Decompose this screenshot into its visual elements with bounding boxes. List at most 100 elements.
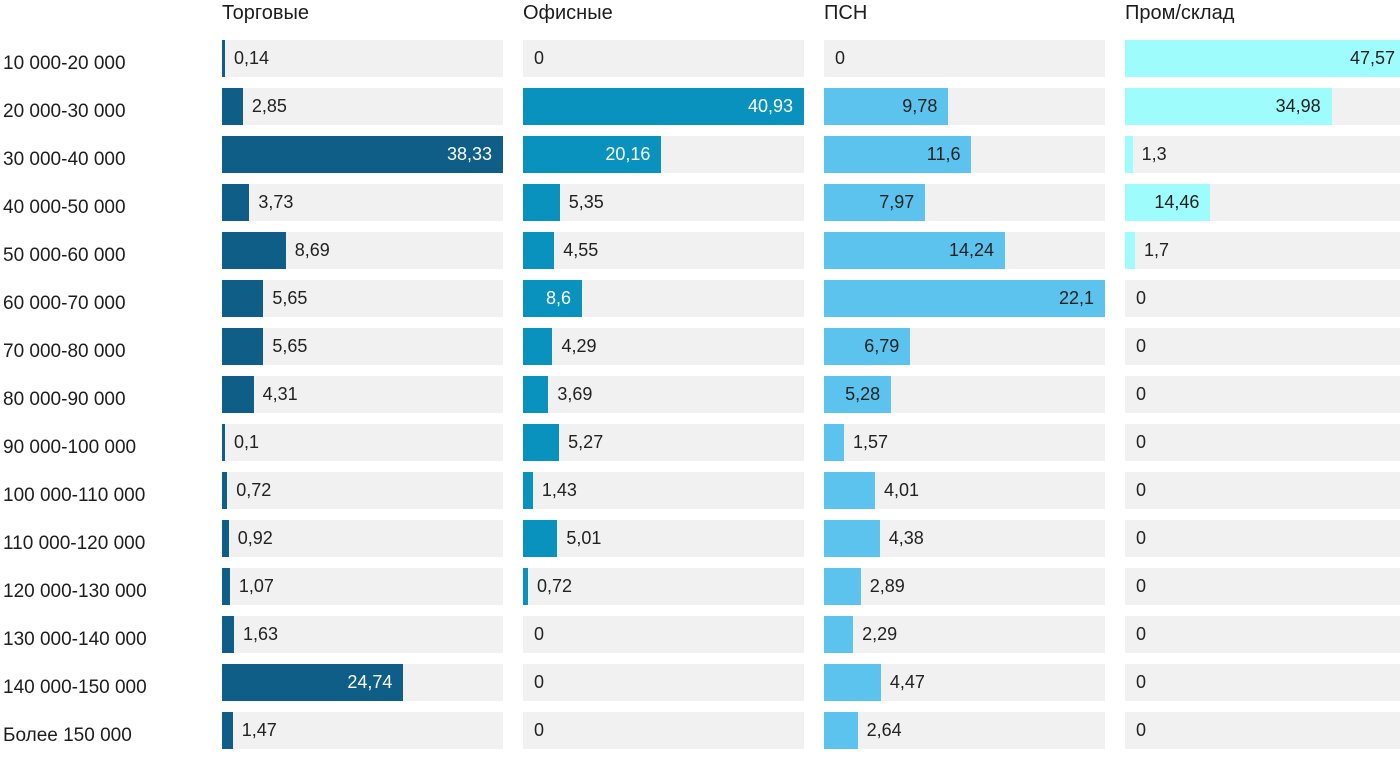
value-label: 5,28	[845, 384, 881, 404]
bar	[222, 280, 264, 317]
chart-row: 60 000-70 000 5,65 8,6 22,1 0	[0, 280, 1400, 328]
value-label: 0	[1136, 384, 1147, 404]
value-label: 5,65	[272, 336, 308, 356]
bar	[222, 136, 503, 173]
bar-track: 1,47	[222, 712, 503, 749]
bar-track: 0	[1125, 424, 1400, 461]
value-label: 0	[534, 672, 545, 692]
value-label: 38,33	[446, 144, 492, 164]
chart-row: 70 000-80 000 5,65 4,29 6,79 0	[0, 328, 1400, 376]
bar	[222, 424, 225, 461]
chart-row: 40 000-50 000 3,73 5,35 7,97 14,46	[0, 184, 1400, 232]
bar-track: 0	[824, 40, 1105, 77]
bar-track: 0	[1125, 280, 1400, 317]
bar-track: 5,28	[824, 376, 1105, 413]
bar	[824, 664, 881, 701]
chart-row: 120 000-130 000 1,07 0,72 2,89 0	[0, 568, 1400, 616]
bar	[1125, 136, 1133, 173]
bar	[824, 136, 972, 173]
bar-track: 8,69	[222, 232, 503, 269]
bar	[824, 280, 1105, 317]
bar-track: 5,35	[523, 184, 804, 221]
chart-row: 80 000-90 000 4,31 3,69 5,28 0	[0, 376, 1400, 424]
bar-track: 2,85	[222, 88, 503, 125]
value-label: 14,24	[949, 240, 995, 260]
column-header-psn: ПСН	[824, 2, 868, 24]
bar	[222, 232, 286, 269]
value-label: 7,97	[879, 192, 915, 212]
bar-track: 0	[1125, 328, 1400, 365]
bar-track: 0	[523, 664, 804, 701]
bar	[523, 328, 553, 365]
bar-track: 4,38	[824, 520, 1105, 557]
bar-track: 4,01	[824, 472, 1105, 509]
bar-track: 0	[523, 40, 804, 77]
bar-track: 0	[1125, 520, 1400, 557]
category-label: 40 000-50 000	[3, 197, 126, 218]
bar-track: 0	[523, 712, 804, 749]
category-label: 110 000-120 000	[3, 533, 146, 554]
bar-track: 1,57	[824, 424, 1105, 461]
bar-track: 3,73	[222, 184, 503, 221]
bar	[222, 184, 250, 221]
value-label: 1,7	[1144, 240, 1170, 260]
bar	[222, 88, 243, 125]
value-label: 11,6	[926, 144, 961, 164]
value-label: 0	[1136, 480, 1147, 500]
value-label: 4,31	[262, 384, 298, 404]
value-label: 6,79	[864, 336, 900, 356]
value-label: 24,74	[347, 672, 393, 692]
bar	[222, 472, 228, 509]
value-label: 3,69	[557, 384, 593, 404]
value-label: 4,55	[563, 240, 599, 260]
value-label: 2,64	[866, 720, 902, 740]
value-label: 0	[534, 624, 545, 644]
value-label: 47,57	[1349, 48, 1395, 68]
bar-track: 4,31	[222, 376, 503, 413]
bar-track: 24,74	[222, 664, 503, 701]
bar	[523, 232, 555, 269]
chart-row: 100 000-110 000 0,72 1,43 4,01 0	[0, 472, 1400, 520]
value-label: 5,27	[568, 432, 604, 452]
bar-track: 0	[1125, 472, 1400, 509]
value-label: 40,93	[747, 96, 793, 116]
bar-track: 5,65	[222, 328, 503, 365]
value-label: 2,89	[869, 576, 905, 596]
value-label: 4,38	[888, 528, 924, 548]
bar	[523, 568, 528, 605]
bar	[824, 184, 926, 221]
value-label: 0	[1136, 624, 1147, 644]
category-label: 30 000-40 000	[3, 149, 126, 170]
bar-track: 0,14	[222, 40, 503, 77]
chart-row: 110 000-120 000 0,92 5,01 4,38 0	[0, 520, 1400, 568]
bar-track: 0	[1125, 376, 1400, 413]
bar-track: 14,46	[1125, 184, 1400, 221]
value-label: 1,07	[238, 576, 274, 596]
bar	[222, 520, 229, 557]
value-label: 5,01	[566, 528, 602, 548]
bar-track: 22,1	[824, 280, 1105, 317]
value-label: 8,6	[546, 288, 572, 308]
bar-track: 6,79	[824, 328, 1105, 365]
value-label: 1,57	[852, 432, 888, 452]
value-label: 0	[534, 48, 545, 68]
value-label: 20,16	[605, 144, 651, 164]
bar-track: 20,16	[523, 136, 804, 173]
bar	[824, 472, 875, 509]
bar-track: 0	[1125, 616, 1400, 653]
bar-track: 1,3	[1125, 136, 1400, 173]
bar	[523, 136, 662, 173]
bar	[1125, 184, 1211, 221]
bar-track: 1,63	[222, 616, 503, 653]
chart-row: 10 000-20 000 0,14 0 0 47,57	[0, 40, 1400, 88]
bar	[824, 568, 861, 605]
chart-row: 90 000-100 000 0,1 5,27 1,57 0	[0, 424, 1400, 472]
chart-rows: 10 000-20 000 0,14 0 0 47,57 20 000-30 000 2,8…	[0, 40, 1400, 760]
value-label: 1,3	[1141, 144, 1167, 164]
value-label: 0	[1136, 288, 1147, 308]
bar-track: 8,6	[523, 280, 804, 317]
category-label: 100 000-110 000	[3, 485, 146, 506]
category-label: 60 000-70 000	[3, 293, 126, 314]
column-header-torgovye: Торговые	[222, 2, 310, 24]
